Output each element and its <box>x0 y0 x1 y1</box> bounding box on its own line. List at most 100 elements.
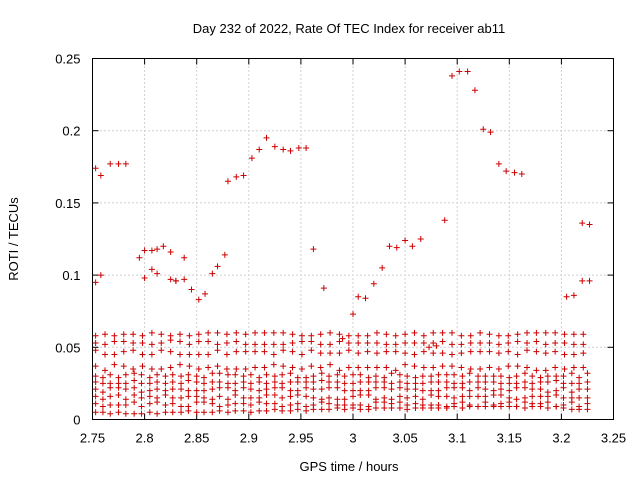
data-point <box>242 341 249 348</box>
x-tick-label: 3.25 <box>601 431 626 446</box>
data-point <box>486 364 493 371</box>
data-point <box>242 365 249 372</box>
data-point <box>247 371 254 378</box>
data-point <box>232 400 239 407</box>
data-point <box>570 351 577 358</box>
data-point <box>310 246 317 253</box>
data-point <box>537 393 544 400</box>
data-point <box>341 396 348 403</box>
data-point <box>364 332 371 339</box>
data-point <box>372 404 379 411</box>
data-point <box>120 363 127 370</box>
data-point <box>372 384 379 391</box>
data-point <box>514 338 521 345</box>
data-point <box>533 367 540 374</box>
data-point <box>553 387 560 394</box>
data-point <box>115 402 122 409</box>
data-point <box>396 399 403 406</box>
data-point <box>131 377 138 384</box>
data-point <box>92 393 99 400</box>
data-point <box>435 378 442 385</box>
data-point <box>263 391 270 398</box>
data-point <box>158 347 165 354</box>
data-point <box>279 371 286 378</box>
data-point <box>146 374 153 381</box>
data-point <box>130 365 137 372</box>
data-point <box>529 373 536 380</box>
data-point <box>439 338 446 345</box>
data-point <box>350 380 356 387</box>
x-tick-label: 3 <box>349 431 356 446</box>
data-point <box>111 351 118 358</box>
data-point <box>576 374 583 381</box>
data-point <box>280 146 287 153</box>
data-point <box>295 145 302 152</box>
data-point <box>148 341 155 348</box>
data-point <box>381 384 388 391</box>
data-point <box>365 403 372 410</box>
data-point <box>287 387 294 394</box>
data-point <box>317 364 324 371</box>
data-point <box>529 380 536 387</box>
data-point <box>448 363 455 370</box>
data-point <box>167 364 174 371</box>
data-point <box>240 407 247 414</box>
data-point <box>334 371 341 378</box>
data-point <box>404 373 411 380</box>
data-point <box>279 394 286 401</box>
data-point <box>99 396 106 403</box>
data-point <box>542 367 549 374</box>
data-point <box>216 370 223 377</box>
series-sat-10 <box>92 370 591 381</box>
data-point <box>139 351 146 358</box>
data-point <box>154 270 161 277</box>
data-point <box>242 331 249 338</box>
data-point <box>294 387 301 394</box>
data-point <box>139 332 146 339</box>
data-point <box>148 247 155 254</box>
data-point <box>420 364 427 371</box>
data-point <box>287 407 294 414</box>
data-point <box>529 393 536 400</box>
data-point <box>308 347 315 354</box>
data-point <box>475 393 482 400</box>
data-point <box>537 400 544 407</box>
data-points <box>92 68 593 417</box>
data-point <box>178 403 185 410</box>
data-point <box>459 399 466 406</box>
plot-frame <box>92 58 614 420</box>
data-point <box>247 409 254 416</box>
data-point <box>271 378 278 385</box>
data-point <box>115 380 122 387</box>
data-point <box>122 396 129 403</box>
data-point <box>475 373 482 380</box>
data-point <box>537 386 544 393</box>
data-point <box>247 402 254 409</box>
data-point <box>92 363 99 370</box>
data-point <box>355 364 362 371</box>
data-point <box>141 247 148 254</box>
data-point <box>334 384 341 391</box>
data-point <box>115 374 122 381</box>
data-point <box>505 332 512 339</box>
data-point <box>172 277 179 284</box>
data-point <box>233 173 240 180</box>
data-point <box>505 363 512 370</box>
data-point <box>475 384 482 391</box>
data-point <box>139 363 146 370</box>
data-point <box>130 347 137 354</box>
data-point <box>402 361 409 368</box>
data-point <box>448 341 455 348</box>
data-point <box>514 363 521 370</box>
x-tick-label: 2.9 <box>240 431 258 446</box>
data-point <box>430 350 437 357</box>
data-point <box>409 243 416 250</box>
data-point <box>310 378 317 385</box>
data-point <box>148 365 155 372</box>
x-tick-label: 3.15 <box>497 431 522 446</box>
data-point <box>497 373 504 380</box>
data-point <box>169 409 176 416</box>
data-point <box>169 378 176 385</box>
data-point <box>154 371 161 378</box>
data-point <box>417 236 424 242</box>
